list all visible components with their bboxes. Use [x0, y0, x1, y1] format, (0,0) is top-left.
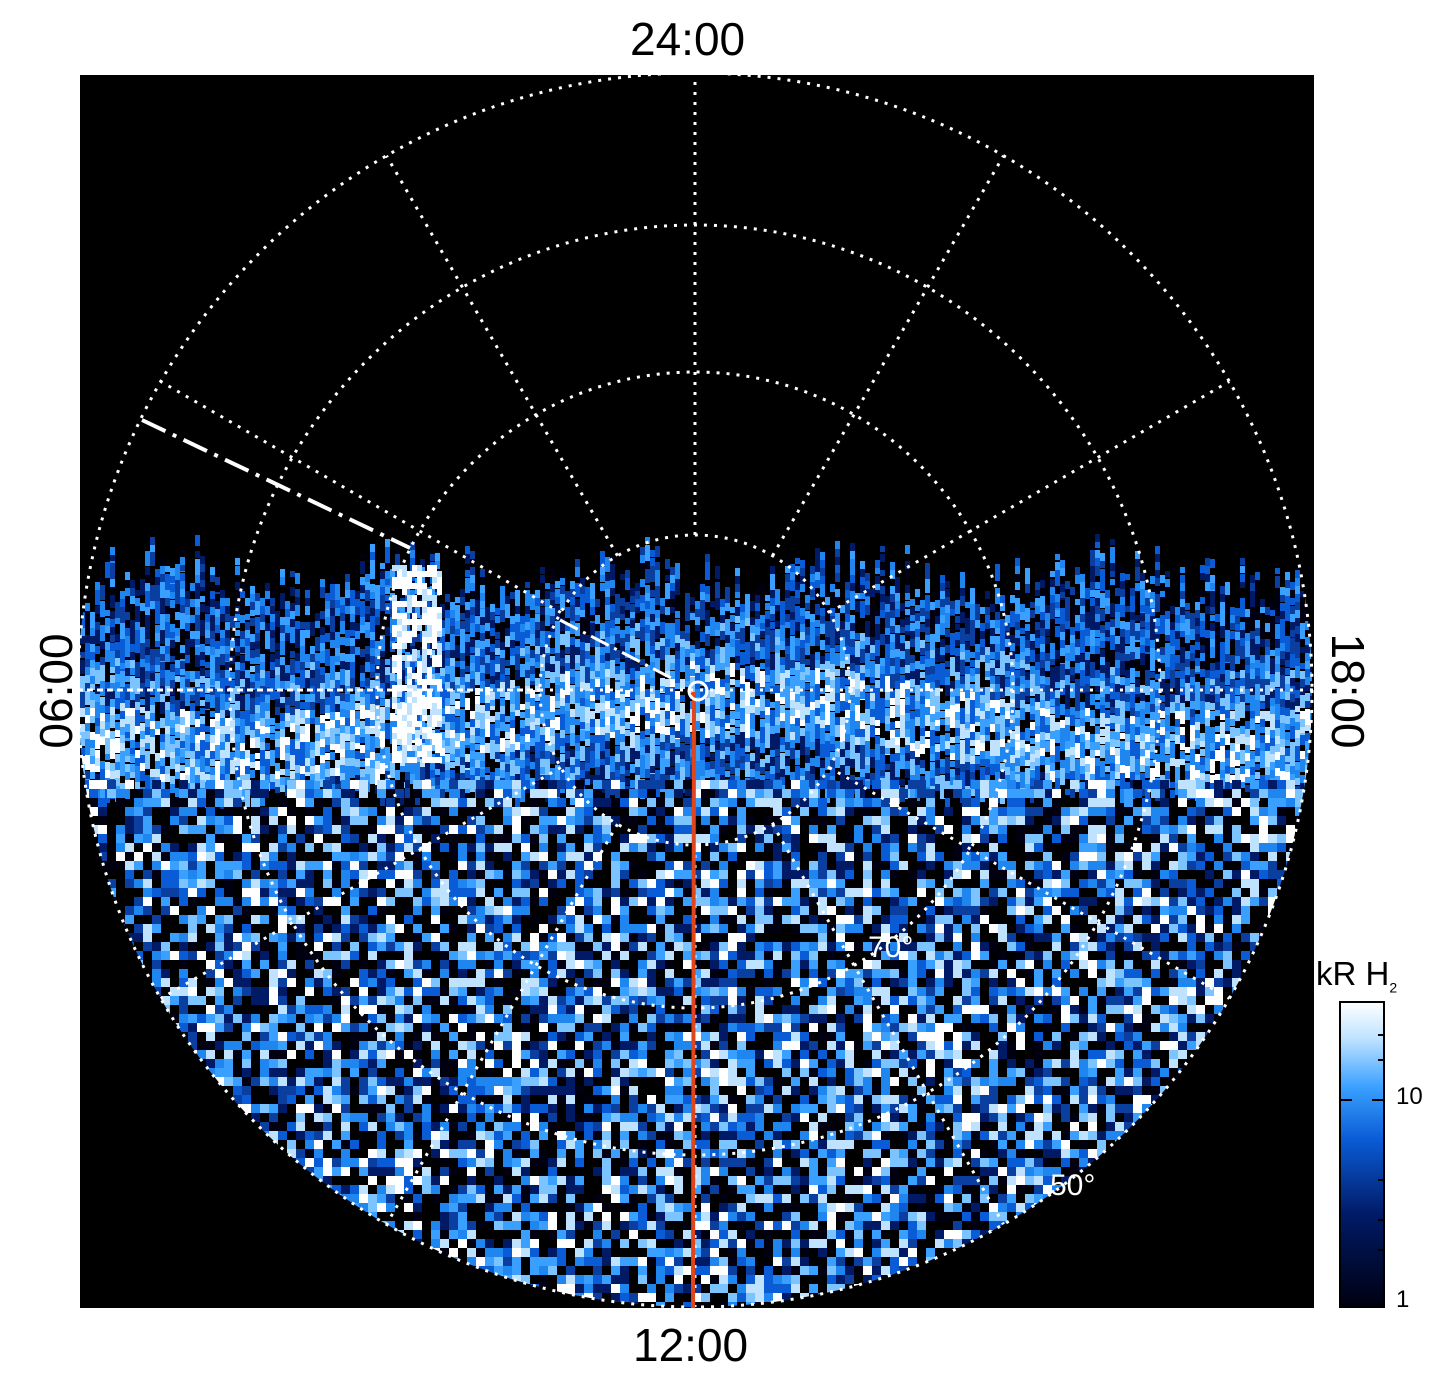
colorbar-ticks: [1340, 1034, 1384, 1251]
meridian-spoke: [771, 823, 1005, 1226]
colorbar-title-text: kR H: [1316, 955, 1390, 992]
latitude-label-50: 50°: [1050, 1169, 1095, 1202]
colorbar-title-subscript: 2: [1389, 979, 1398, 996]
latitude-label-70: 70°: [868, 931, 913, 964]
meridian-spoke: [771, 154, 1005, 557]
colorbar-title: kR H2: [1316, 955, 1397, 996]
noon-meridian-line: [691, 691, 696, 1309]
meridian-spoke: [159, 380, 562, 614]
meridian-spoke: [828, 380, 1231, 614]
colorbar-tick-label-1: 1: [1396, 1286, 1410, 1313]
meridian-spoke: [385, 154, 619, 557]
meridian-spoke: [828, 766, 1231, 1000]
colorbar: [1339, 1001, 1385, 1308]
local-time-label-dawn: 06:00: [30, 633, 82, 749]
oval-boundary-dashdot: [141, 418, 411, 550]
meridian-spoke: [385, 823, 619, 1226]
local-time-label-midnight: 24:00: [630, 13, 746, 65]
meridian-spoke: [159, 766, 562, 1000]
local-time-label-noon: 12:00: [633, 1319, 749, 1371]
oval-boundary-dashdot-lower: [559, 618, 676, 682]
pole-marker: [687, 680, 709, 702]
local-time-label-dusk: 18:00: [1322, 633, 1374, 749]
colorbar-tick-label-10: 10: [1396, 1083, 1423, 1110]
